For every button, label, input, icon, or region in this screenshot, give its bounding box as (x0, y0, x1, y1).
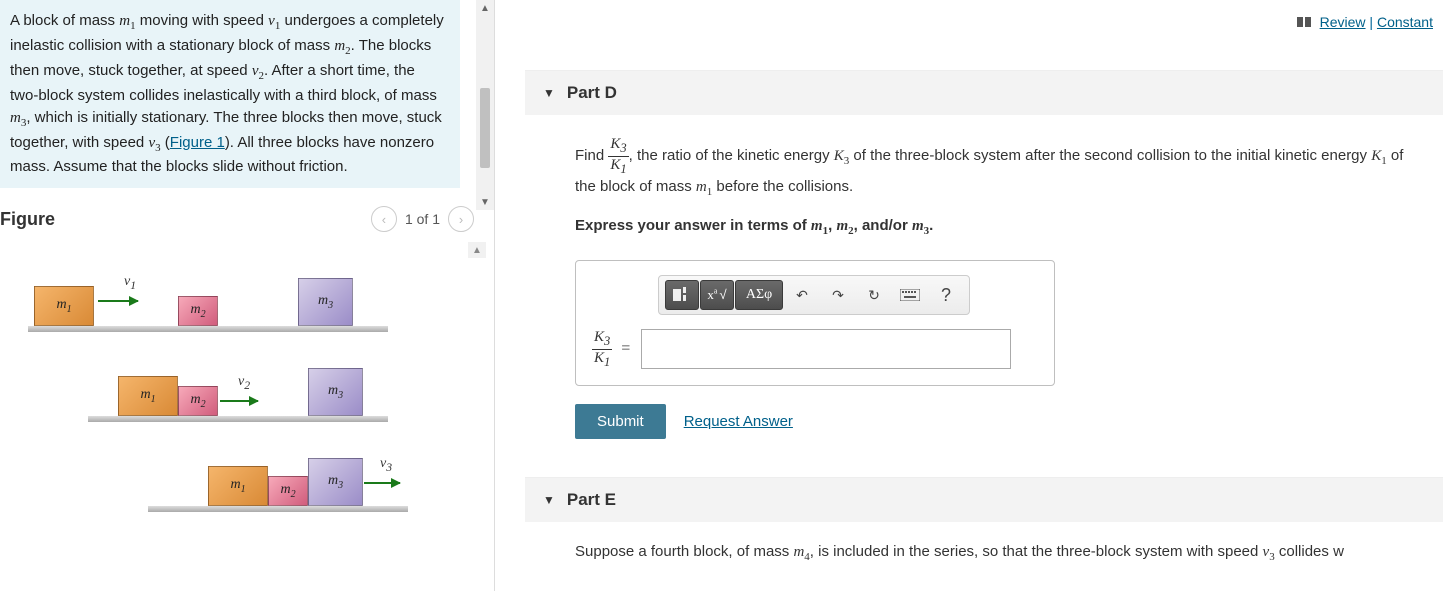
figure-nav: ‹ 1 of 1 › (371, 206, 474, 232)
figure-scroll-up-icon[interactable]: ▲ (468, 242, 486, 258)
figure-stage-2: m1 m2 v2 m3 (28, 352, 486, 442)
constant-link[interactable]: Constant (1377, 14, 1433, 30)
answer-input[interactable] (641, 329, 1011, 369)
collapse-icon: ▼ (543, 86, 555, 100)
scroll-thumb[interactable] (480, 88, 490, 168)
part-d-header[interactable]: ▼ Part D (525, 70, 1443, 115)
figure-header: Figure ‹ 1 of 1 › (0, 188, 494, 242)
part-d-instruction: Express your answer in terms of m1, m2, … (575, 214, 1423, 241)
submit-button[interactable]: Submit (575, 404, 666, 439)
figure-counter: 1 of 1 (405, 211, 440, 227)
part-d-title: Part D (567, 83, 617, 103)
greek-button[interactable]: ΑΣφ (735, 280, 783, 310)
scroll-down-icon[interactable]: ▼ (477, 194, 493, 210)
part-d: ▼ Part D Find K3K1, the ratio of the kin… (525, 70, 1443, 449)
top-links: Review | Constant (1296, 14, 1433, 31)
part-e-header[interactable]: ▼ Part E (525, 477, 1443, 522)
figure-body: ▲ m1 v1 m2 m3 m1 m2 v2 m3 (0, 242, 494, 591)
equation-toolbar: xa√ ΑΣφ ↶ ↷ ↻ ? (658, 275, 970, 315)
template-button[interactable] (665, 280, 699, 310)
left-panel: A block of mass m1 moving with speed v1 … (0, 0, 495, 591)
review-link[interactable]: Review (1320, 14, 1366, 30)
collapse-icon: ▼ (543, 493, 555, 507)
reset-button[interactable]: ↻ (857, 280, 891, 310)
figure-stage-3: m1 m2 m3 v3 (28, 442, 486, 532)
redo-button[interactable]: ↷ (821, 280, 855, 310)
problem-statement: A block of mass m1 moving with speed v1 … (0, 0, 460, 188)
figure-prev-button[interactable]: ‹ (371, 206, 397, 232)
help-button[interactable]: ? (929, 280, 963, 310)
right-panel: Review | Constant ▼ Part D Find K3K1, th… (495, 0, 1443, 591)
keyboard-button[interactable] (893, 280, 927, 310)
undo-button[interactable]: ↶ (785, 280, 819, 310)
book-icon (1296, 15, 1312, 31)
sqrt-button[interactable]: xa√ (700, 280, 734, 310)
answer-box: xa√ ΑΣφ ↶ ↷ ↻ ? K3K1 = (575, 260, 1055, 386)
part-e: ▼ Part E Suppose a fourth block, of mass… (525, 477, 1443, 577)
answer-lhs: K3K1 = (592, 330, 631, 368)
problem-scrollbar[interactable]: ▲ ▼ (476, 0, 494, 210)
part-e-title: Part E (567, 490, 616, 510)
figure-stage-1: m1 v1 m2 m3 (28, 262, 486, 352)
figure-title: Figure (0, 209, 55, 230)
request-answer-link[interactable]: Request Answer (684, 410, 793, 434)
scroll-up-icon[interactable]: ▲ (477, 0, 493, 16)
part-d-prompt: Find K3K1, the ratio of the kinetic ener… (575, 137, 1423, 202)
part-e-body: Suppose a fourth block, of mass m4, is i… (575, 540, 1423, 567)
figure-next-button[interactable]: › (448, 206, 474, 232)
